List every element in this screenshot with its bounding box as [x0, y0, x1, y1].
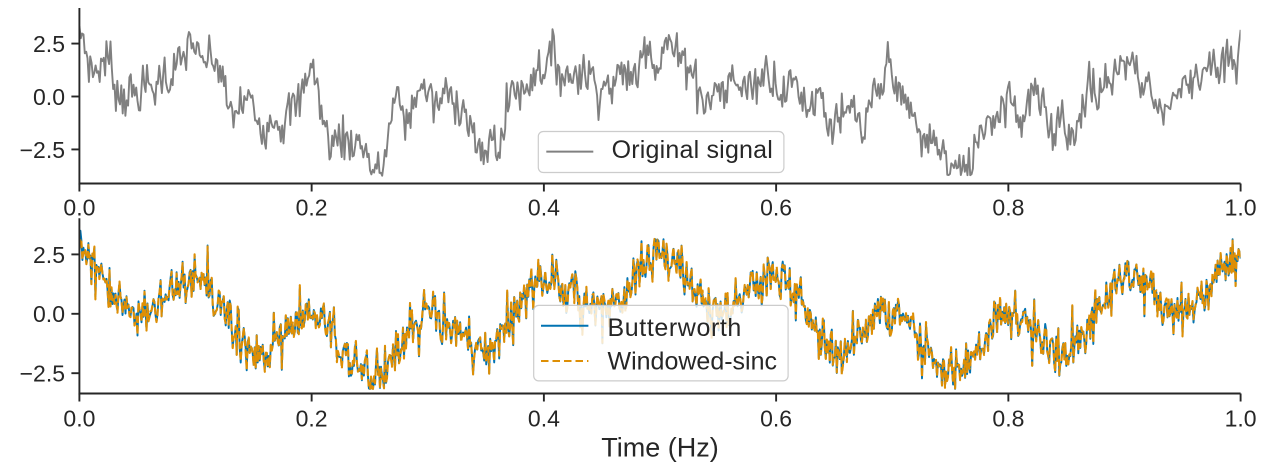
svg-text:Original signal: Original signal	[612, 136, 773, 164]
svg-text:0.6: 0.6	[760, 195, 792, 221]
svg-text:0.6: 0.6	[760, 405, 792, 431]
svg-text:0.0: 0.0	[33, 301, 65, 327]
svg-text:0.8: 0.8	[992, 195, 1024, 221]
svg-text:2.5: 2.5	[33, 242, 65, 268]
svg-text:0.4: 0.4	[528, 195, 560, 221]
svg-text:0.2: 0.2	[296, 195, 328, 221]
svg-text:0.0: 0.0	[63, 405, 95, 431]
svg-text:Windowed-sinc: Windowed-sinc	[608, 348, 778, 376]
svg-text:0.0: 0.0	[33, 84, 65, 110]
svg-text:1.0: 1.0	[1225, 195, 1257, 221]
svg-text:−2.5: −2.5	[20, 361, 65, 387]
svg-text:0.4: 0.4	[528, 405, 560, 431]
svg-text:0.0: 0.0	[63, 195, 95, 221]
svg-text:0.8: 0.8	[992, 405, 1024, 431]
svg-text:1.0: 1.0	[1225, 405, 1257, 431]
svg-text:Butterworth: Butterworth	[608, 314, 742, 342]
svg-text:2.5: 2.5	[33, 31, 65, 57]
svg-text:0.2: 0.2	[296, 405, 328, 431]
svg-text:Time (Hz): Time (Hz)	[601, 432, 718, 462]
svg-text:−2.5: −2.5	[20, 137, 65, 163]
